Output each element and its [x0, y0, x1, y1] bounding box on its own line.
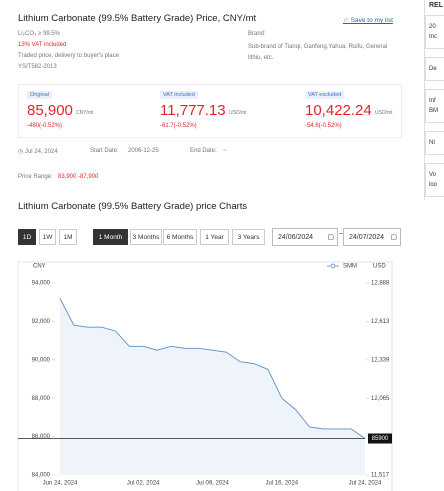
x-tick-label: Jun 24, 2024	[43, 481, 78, 487]
line	[59, 298, 366, 439]
start-date: 2006-12-25	[128, 148, 159, 154]
chart-frame	[17, 261, 393, 491]
price-box	[18, 84, 402, 138]
price-unit: USD/mt	[229, 110, 247, 116]
y-tick-label: 88,000	[32, 396, 51, 402]
from-date[interactable]: 24/06/2024 ▢	[272, 228, 338, 246]
price-label: VAT excluded	[305, 91, 345, 99]
sidebar-text: Vo	[429, 172, 437, 178]
period-button[interactable]: 3 Years	[232, 229, 265, 245]
save-text[interactable]: Save to my list	[350, 17, 393, 24]
y-axis-label: CNY	[33, 264, 46, 270]
sidebar-item: Inf BM	[425, 89, 444, 123]
brand-label: Brand:	[248, 31, 266, 37]
save-link[interactable]: ☆ Save to my list	[343, 17, 393, 24]
area	[60, 298, 365, 475]
legend-label: SMM	[343, 264, 357, 270]
y2-tick-label: 12,339	[371, 357, 390, 363]
price-unit: CNY/mt	[76, 110, 94, 116]
sidebar-text: De	[429, 66, 437, 72]
spec: 13% VAT included	[18, 42, 67, 48]
y2-tick-label: 12,888	[371, 281, 390, 287]
date: Jul 24, 2024	[24, 149, 58, 155]
price-value: 85,900	[27, 102, 73, 119]
interval-button[interactable]: 1W	[39, 229, 56, 245]
sidebar-text: NI	[429, 140, 435, 146]
to-date[interactable]: 24/07/2024 ▢	[343, 228, 401, 246]
period-button[interactable]: 1 Month	[93, 229, 128, 245]
price-value: 10,422.24	[305, 102, 372, 119]
price-unit: USD/mt	[375, 110, 393, 116]
sidebar-text: 20	[429, 24, 436, 30]
price-change: -480(-0.52%)	[27, 123, 63, 129]
price-value: 11,777.13	[160, 102, 226, 119]
range-label: Price Range:	[18, 174, 53, 180]
period-button[interactable]: 6 Months	[163, 229, 197, 245]
y-tick-label: 84,000	[32, 473, 51, 479]
spec: Traded price, delivery to buyer's place	[18, 53, 119, 59]
sidebar-item: 20 Inc	[425, 15, 444, 49]
sidebar: REL 20 Inc De Inf BM NI Vo loo	[424, 0, 444, 200]
chart: CNY USD 84,000 86,000 88,000 90,000 92,000 94,0…	[17, 261, 393, 491]
x-tick-label: Jul 24, 2024	[349, 481, 382, 487]
range-value: 83,900 -87,900	[58, 174, 99, 180]
interval-button[interactable]: 1M	[59, 229, 77, 245]
page-title: Lithium Carbonate (99.5% Battery Grade) …	[18, 13, 257, 24]
brand-text: Sub-brand of Tianqi, Ganfeng,Yahua, Ruif…	[248, 44, 388, 61]
y2-tick-label: 12,065	[371, 396, 390, 402]
x-tick-label: Jul 09, 2024	[196, 481, 229, 487]
spec: Li₂CO₃ ≥ 99.5%	[18, 31, 61, 37]
sidebar-text: Inf	[429, 98, 436, 104]
from-text[interactable]: 24/06/2024	[278, 234, 314, 241]
sidebar-text: Inc	[429, 34, 438, 40]
y2-tick-label: 11,517	[371, 473, 390, 479]
price-change: -61.7(-0.52%)	[160, 123, 197, 129]
legend-dot	[330, 263, 336, 269]
date-row: ◷ Jul 24, 2024	[18, 149, 58, 155]
last-value-label: 85900	[372, 436, 389, 442]
y2-axis-label: USD	[373, 264, 386, 270]
sidebar-item: NI	[425, 131, 444, 155]
price-label: VAT included	[160, 91, 198, 99]
section-title: Lithium Carbonate (99.5% Battery Grade) …	[18, 201, 248, 212]
to-text[interactable]: 24/07/2024	[349, 234, 385, 241]
y-tick-label: 92,000	[32, 319, 51, 325]
y-tick-label: 94,000	[32, 281, 51, 287]
spec: YS/T582-2013	[18, 64, 57, 70]
end-label: End Date:	[190, 148, 217, 154]
last-value-tag	[368, 433, 392, 444]
x-tick-label: Jul 16, 2024	[265, 481, 298, 487]
period-button[interactable]: 3 Months	[130, 229, 162, 245]
interval-button[interactable]: 1D	[18, 229, 36, 245]
price-label: Original	[27, 91, 52, 99]
date-sep: ~	[339, 231, 344, 238]
y2-tick-label: 12,613	[371, 319, 390, 325]
sidebar-title: REL	[429, 2, 443, 9]
y-tick-label: 90,000	[32, 357, 51, 363]
period-button[interactable]: 1 Year	[200, 229, 229, 245]
sidebar-item: De	[425, 57, 444, 81]
sidebar-item: Vo loo	[425, 163, 444, 197]
price-change: -54.6(-0.52%)	[305, 123, 342, 129]
sidebar-text: loo	[429, 182, 438, 188]
sidebar-text: BM	[429, 108, 438, 114]
y-tick-label: 86,000	[32, 434, 51, 440]
start-label: Start Date:	[90, 148, 119, 154]
end-date: ~	[223, 148, 227, 154]
x-tick-label: Jul 02, 2024	[127, 481, 160, 487]
